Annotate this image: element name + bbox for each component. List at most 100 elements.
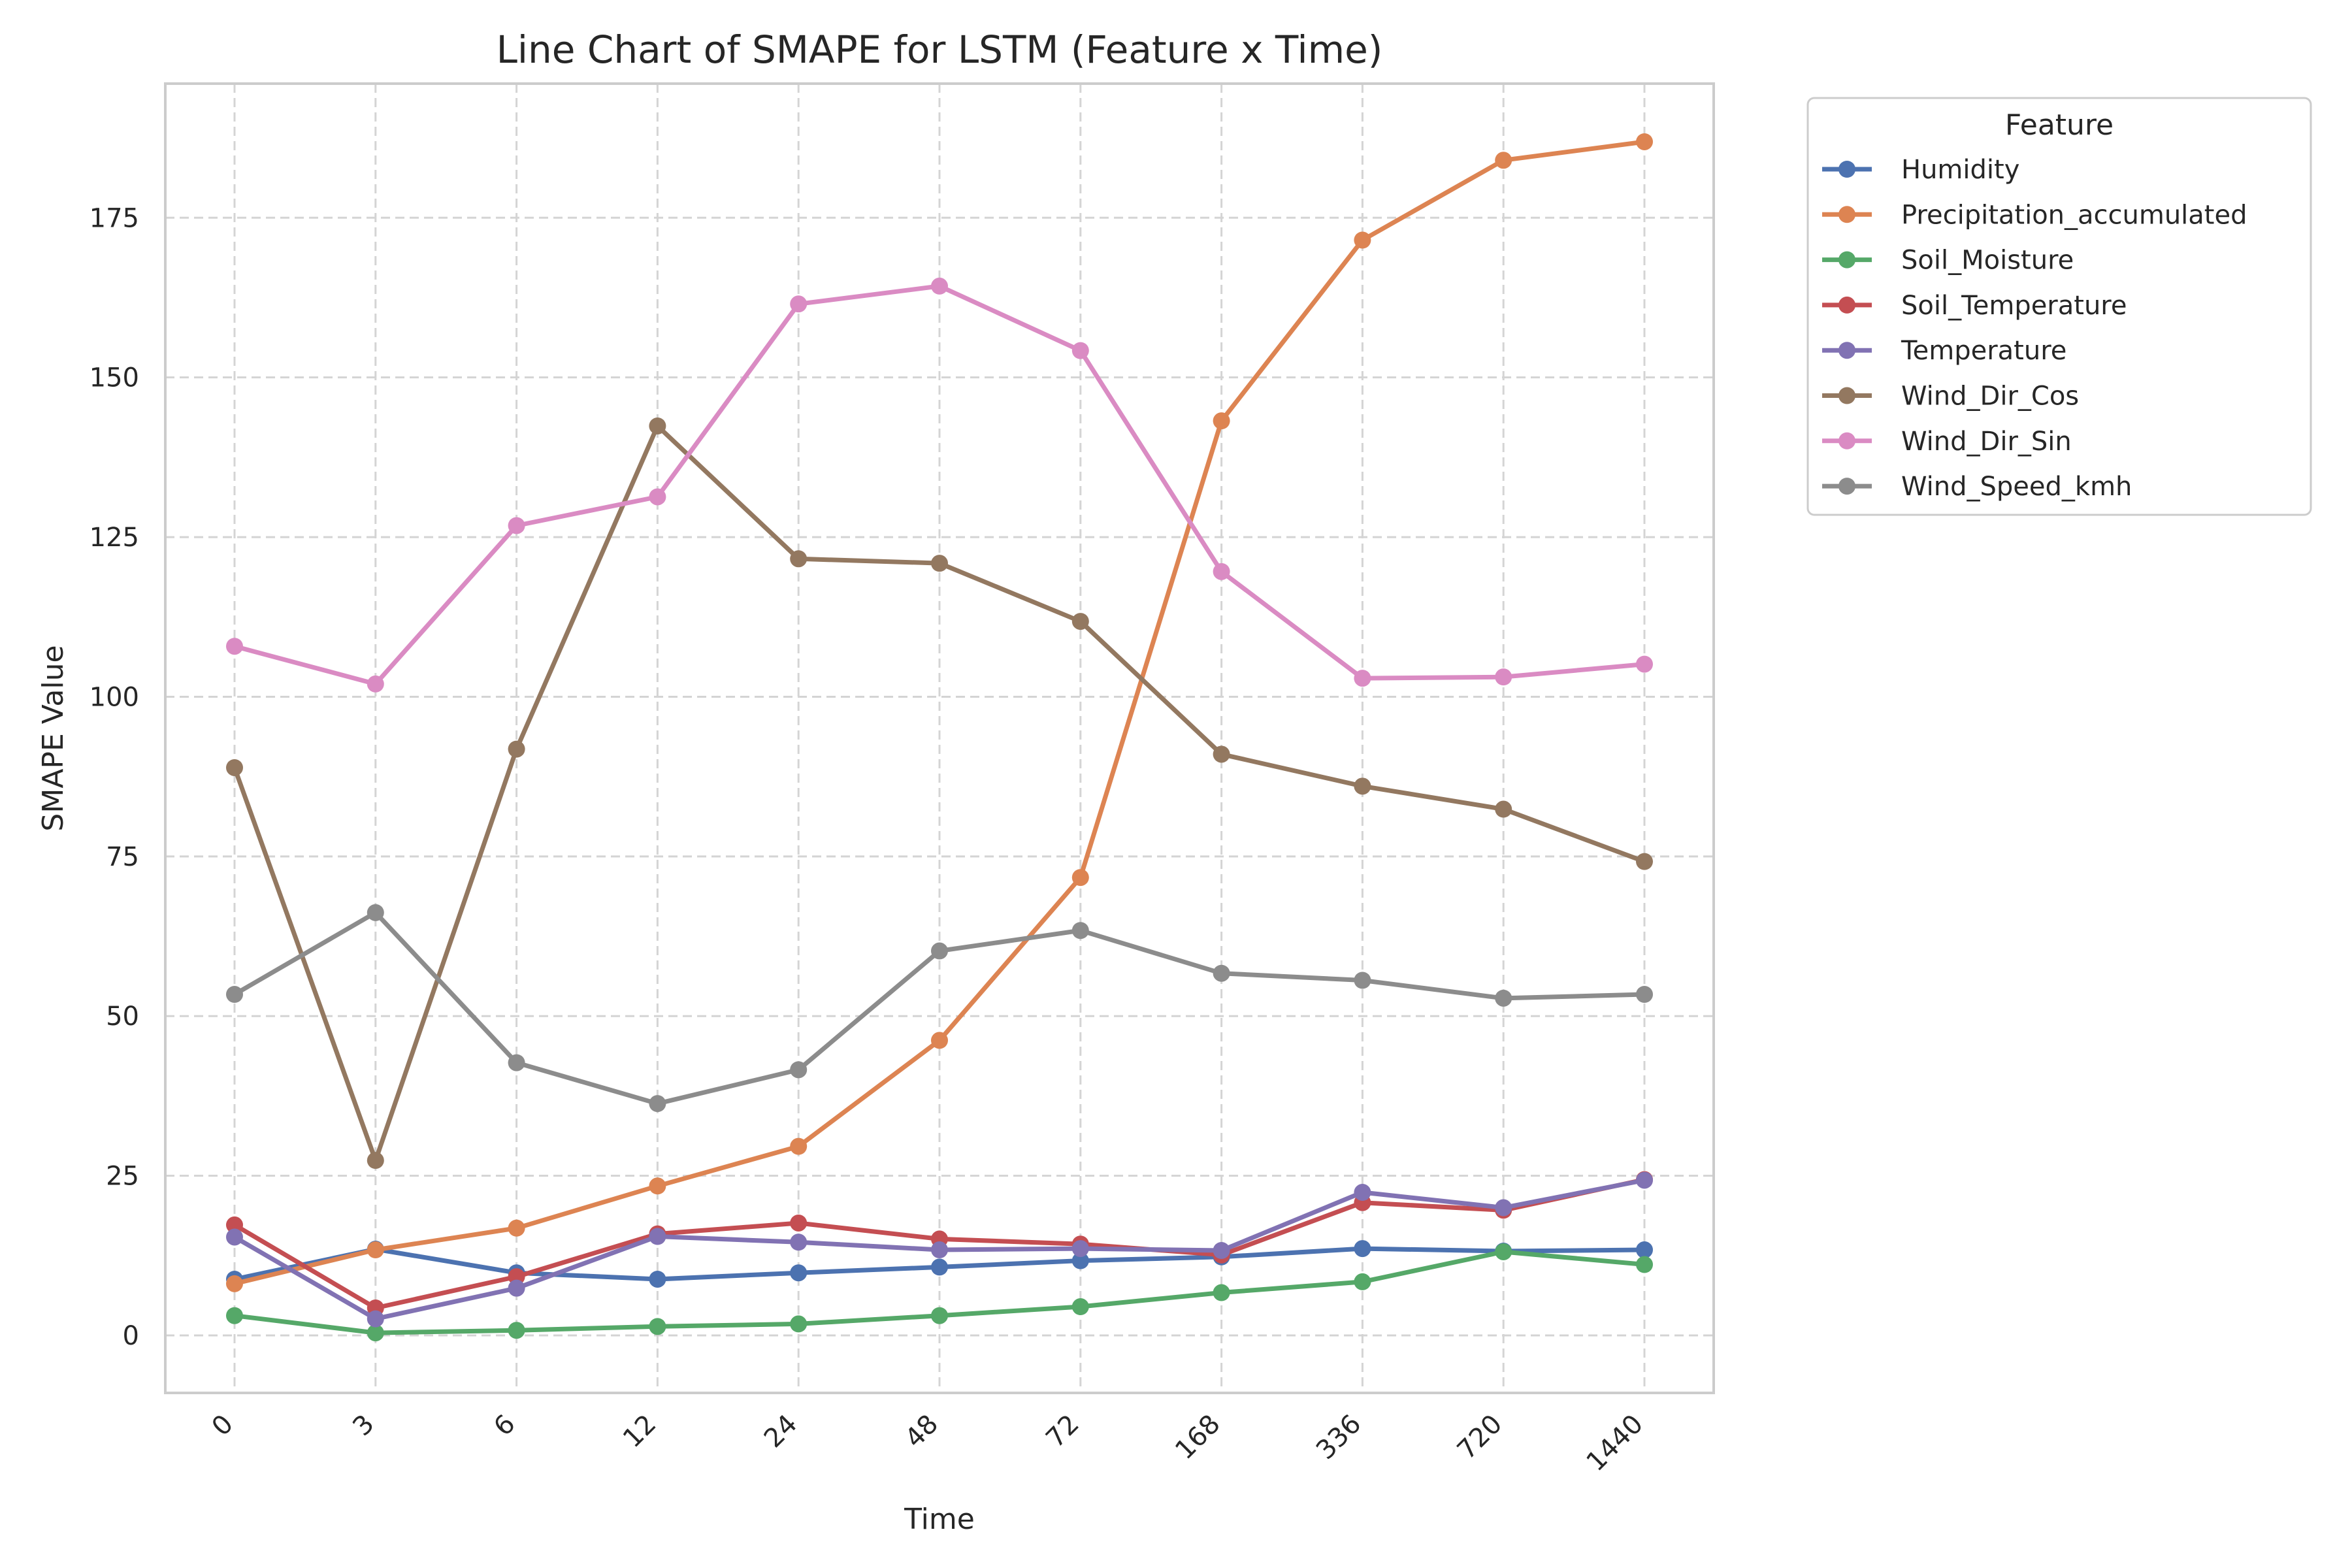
legend-item: Wind_Dir_Sin: [1822, 427, 2072, 457]
legend-label: Humidity: [1901, 155, 2019, 185]
data-point: [1354, 1273, 1371, 1290]
series-soil-moisture: [226, 1243, 1653, 1342]
data-point: [508, 1322, 525, 1339]
legend-item: Precipitation_accumulated: [1822, 200, 2247, 230]
y-tick-label: 75: [106, 842, 139, 872]
data-point: [931, 1307, 948, 1324]
data-point: [1495, 989, 1512, 1007]
data-point: [508, 740, 525, 758]
data-point: [508, 517, 525, 534]
y-tick-label: 175: [90, 203, 139, 233]
y-tick-label: 25: [106, 1162, 139, 1192]
data-point: [790, 1315, 808, 1333]
plot-frame: [164, 82, 1715, 1394]
chart-title: Line Chart of SMAPE for LSTM (Feature x …: [497, 27, 1383, 72]
data-point: [649, 1095, 666, 1113]
legend-swatch-marker: [1838, 342, 1855, 359]
y-tick-label: 150: [90, 363, 139, 393]
data-point: [1071, 1298, 1089, 1316]
data-point: [1071, 869, 1089, 887]
data-point: [1354, 972, 1371, 989]
data-point: [367, 1241, 384, 1259]
legend-swatch-marker: [1838, 432, 1855, 449]
data-point: [649, 488, 666, 506]
x-axis-label: Time: [904, 1503, 975, 1536]
y-tick-label: 50: [106, 1002, 139, 1032]
data-point: [1636, 1241, 1653, 1259]
data-point: [226, 638, 243, 655]
data-point: [1213, 745, 1230, 763]
y-tick-label: 125: [90, 523, 139, 553]
data-point: [1213, 1242, 1230, 1260]
data-point: [226, 759, 243, 776]
data-point: [1213, 563, 1230, 580]
data-point: [1213, 964, 1230, 982]
data-point: [1636, 1171, 1653, 1189]
legend-label: Precipitation_accumulated: [1901, 200, 2247, 230]
data-point: [931, 1032, 948, 1049]
legend-label: Wind_Dir_Sin: [1901, 427, 2072, 457]
data-point: [1354, 231, 1371, 249]
data-point: [1636, 986, 1653, 1004]
series-temperature: [226, 1171, 1653, 1328]
data-point: [931, 555, 948, 572]
data-point: [649, 1270, 666, 1288]
legend-item: Soil_Moisture: [1822, 246, 2074, 276]
legend: Feature Humidity Precipitation_accumulated…: [1806, 97, 2312, 516]
data-point: [649, 1228, 666, 1245]
legend-item: Wind_Speed_kmh: [1822, 472, 2132, 502]
legend-box: [1806, 97, 2312, 516]
legend-label: Temperature: [1901, 336, 2066, 366]
data-point: [1495, 668, 1512, 686]
series-wind-speed-kmh: [226, 904, 1653, 1113]
data-point: [1071, 1240, 1089, 1258]
legend-label: Soil_Temperature: [1901, 291, 2127, 321]
data-point: [1354, 670, 1371, 687]
legend-swatch-marker: [1838, 387, 1855, 404]
data-point: [1213, 1284, 1230, 1301]
data-point: [1636, 853, 1653, 870]
y-axis-label: SMAPE Value: [37, 645, 70, 831]
data-point: [931, 1241, 948, 1259]
data-point: [1495, 1243, 1512, 1260]
data-point: [649, 1318, 666, 1335]
data-point: [367, 1310, 384, 1328]
data-point: [508, 1219, 525, 1237]
data-point: [226, 1275, 243, 1292]
data-point: [1495, 800, 1512, 818]
data-point: [1354, 777, 1371, 795]
legend-swatch-marker: [1838, 251, 1855, 269]
data-point: [1636, 1256, 1653, 1273]
legend-item: Temperature: [1822, 336, 2066, 366]
data-point: [1354, 1240, 1371, 1258]
data-point: [508, 1279, 525, 1297]
data-point: [1354, 1184, 1371, 1201]
data-point: [790, 1214, 808, 1232]
data-point: [1071, 922, 1089, 939]
legend-swatch-marker: [1838, 161, 1855, 178]
legend-label: Soil_Moisture: [1901, 246, 2074, 276]
data-point: [1213, 412, 1230, 430]
data-point: [367, 675, 384, 693]
data-point: [931, 277, 948, 295]
data-point: [790, 295, 808, 313]
legend-label: Wind_Speed_kmh: [1901, 472, 2132, 502]
data-point: [1495, 1199, 1512, 1217]
legend-label: Wind_Dir_Cos: [1901, 382, 2079, 412]
data-point: [1636, 133, 1653, 150]
legend-item: Humidity: [1822, 155, 2019, 185]
data-point: [790, 1137, 808, 1155]
data-point: [367, 1152, 384, 1169]
data-point: [226, 986, 243, 1004]
data-point: [1071, 613, 1089, 630]
y-tick-label: 0: [123, 1321, 139, 1351]
legend-swatch-marker: [1838, 296, 1855, 314]
data-point: [1636, 655, 1653, 673]
data-point: [931, 1258, 948, 1276]
legend-title: Feature: [2005, 108, 2114, 142]
series-wind-dir-sin: [226, 277, 1653, 693]
y-tick-label: 100: [90, 682, 139, 712]
legend-swatch-marker: [1838, 206, 1855, 223]
data-point: [790, 1233, 808, 1251]
data-point: [1071, 1252, 1089, 1269]
